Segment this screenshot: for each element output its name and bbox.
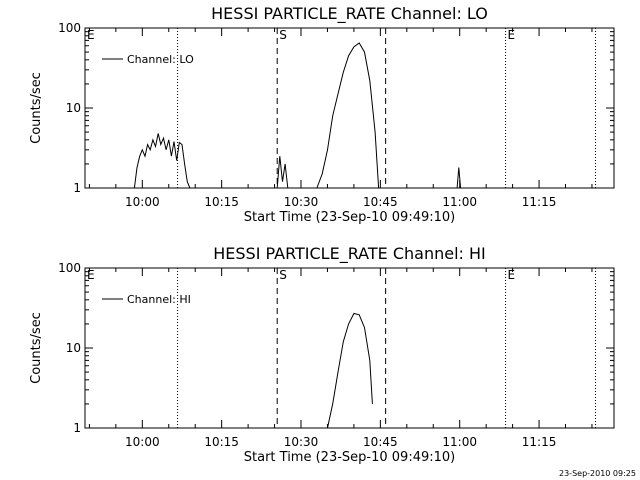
x-tick-label: 11:15 xyxy=(522,195,557,209)
series-line xyxy=(327,312,373,429)
marker-label: S xyxy=(279,28,287,42)
x-tick-label: 10:00 xyxy=(125,195,160,209)
chart-title: HESSI PARTICLE_RATE Channel: HI xyxy=(213,244,486,264)
plot-frame xyxy=(84,27,615,189)
plot-frame xyxy=(84,267,615,429)
y-tick-label: 1 xyxy=(73,421,81,435)
y-tick-label: 10 xyxy=(66,341,81,355)
x-axis-label: Start Time (23-Sep-10 09:49:10) xyxy=(244,450,455,465)
x-tick-label: 10:30 xyxy=(284,435,319,449)
series-line xyxy=(456,167,462,189)
x-tick-label: 10:30 xyxy=(284,195,319,209)
marker-label: E xyxy=(508,268,516,282)
x-tick-label: 11:00 xyxy=(442,195,477,209)
chart-title: HESSI PARTICLE_RATE Channel: LO xyxy=(211,4,488,24)
series-line xyxy=(133,133,191,189)
footer-timestamp: 23-Sep-2010 09:25 xyxy=(559,469,636,478)
x-tick-label: 10:00 xyxy=(125,435,160,449)
x-tick-label: 10:45 xyxy=(363,195,398,209)
y-tick-label: 100 xyxy=(58,261,81,275)
marker-label: S xyxy=(279,268,287,282)
y-axis-label: Counts/sec xyxy=(29,72,44,144)
x-tick-label: 10:15 xyxy=(204,195,239,209)
y-axis-label: Counts/sec xyxy=(29,312,44,384)
x-tick-label: 10:45 xyxy=(363,435,398,449)
x-axis-label: Start Time (23-Sep-10 09:49:10) xyxy=(244,210,455,225)
y-tick-label: 100 xyxy=(58,21,81,35)
chart-hi: HESSI PARTICLE_RATE Channel: HI 1 10 100 10:… xyxy=(29,244,615,465)
chart-lo: HESSI PARTICLE_RATE Channel: LO 1 10 100 10:… xyxy=(29,4,615,225)
series-line xyxy=(276,156,289,189)
x-tick-label: 11:15 xyxy=(522,435,557,449)
legend-entry: Channel: HI xyxy=(127,293,191,306)
y-tick-label: 10 xyxy=(66,101,81,115)
marker-label: E xyxy=(87,28,95,42)
marker-label: E xyxy=(508,28,516,42)
marker-label: E xyxy=(87,268,95,282)
y-tick-label: 1 xyxy=(73,181,81,195)
x-tick-label: 11:00 xyxy=(442,435,477,449)
series-line xyxy=(316,42,380,189)
legend-entry: Channel: LO xyxy=(127,53,194,66)
x-tick-label: 10:15 xyxy=(204,435,239,449)
